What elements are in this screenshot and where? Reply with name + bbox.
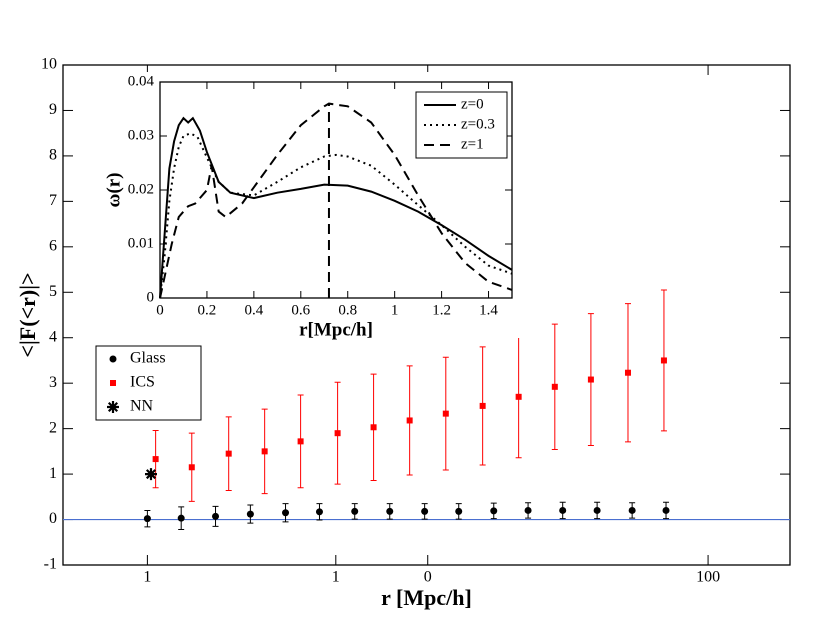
y-tick-label: 3 — [49, 374, 57, 391]
legend-label: Glass — [130, 350, 166, 367]
x-tick-label: 1.2 — [432, 302, 451, 318]
y-tick-label: 0.01 — [128, 235, 154, 251]
y-tick-label: 9 — [49, 101, 57, 118]
point — [421, 507, 429, 515]
legend-marker — [110, 380, 116, 386]
point — [386, 507, 394, 515]
x-tick-label: 0.8 — [338, 302, 357, 318]
x-tick-label: 100 — [696, 569, 720, 586]
point — [515, 393, 522, 400]
point — [246, 510, 254, 518]
y-axis-label: ω(r) — [103, 173, 124, 208]
point — [152, 456, 159, 463]
point — [212, 512, 220, 520]
point — [188, 464, 195, 471]
point — [261, 448, 268, 455]
point — [143, 515, 151, 523]
x-tick-label: 0 — [424, 569, 432, 586]
y-tick-label: 10 — [41, 56, 57, 73]
legend-marker — [107, 401, 119, 413]
point — [593, 506, 601, 514]
point — [624, 369, 631, 376]
point — [490, 507, 498, 515]
series-line — [159, 132, 513, 299]
y-tick-label: 4 — [49, 328, 57, 345]
point — [455, 507, 463, 515]
point — [406, 417, 413, 424]
point — [177, 514, 185, 522]
point — [351, 507, 359, 515]
point — [587, 376, 594, 383]
x-tick-label: 1.4 — [479, 302, 498, 318]
y-tick-label: 6 — [49, 237, 57, 254]
point — [334, 430, 341, 437]
point — [551, 383, 558, 390]
y-tick-label: 2 — [49, 419, 57, 436]
point — [144, 468, 157, 481]
point — [559, 506, 567, 514]
legend-label: z=0.3 — [461, 116, 495, 132]
x-axis-label: r[Mpc/h] — [299, 319, 373, 340]
x-tick-label: 1 — [391, 302, 399, 318]
y-tick-label: 8 — [49, 147, 57, 164]
point — [282, 509, 290, 517]
legend-label: z=1 — [461, 136, 484, 152]
point — [370, 424, 377, 431]
point — [225, 450, 232, 457]
y-tick-label: 1 — [49, 465, 57, 482]
legend-marker — [109, 355, 117, 363]
point — [442, 410, 449, 417]
x-tick-label: 1 — [143, 569, 151, 586]
series-line — [159, 116, 513, 299]
y-tick-label: 0.02 — [128, 181, 154, 197]
point — [660, 357, 667, 364]
y-tick-label: -1 — [44, 556, 57, 573]
series-line — [159, 102, 513, 299]
y-tick-label: 0.03 — [128, 127, 154, 143]
legend-label: NN — [130, 398, 154, 415]
y-tick-label: 5 — [49, 283, 57, 300]
point — [297, 438, 304, 445]
x-tick-label: 0 — [156, 302, 164, 318]
legend-label: ICS — [130, 374, 155, 391]
point — [315, 508, 323, 516]
x-tick-label: 1 — [332, 569, 340, 586]
x-axis-label: r [Mpc/h] — [381, 585, 472, 610]
legend-label: z=0 — [461, 96, 484, 112]
y-axis-label: <|F(<r)|> — [15, 272, 40, 357]
point — [628, 506, 636, 514]
x-tick-label: 0.4 — [244, 302, 263, 318]
y-tick-label: 0 — [147, 289, 155, 305]
point — [662, 506, 670, 514]
x-tick-label: 0.6 — [291, 302, 310, 318]
x-tick-label: 0.2 — [198, 302, 217, 318]
point — [524, 506, 532, 514]
point — [479, 402, 486, 409]
y-tick-label: 7 — [49, 192, 57, 209]
y-tick-label: 0.04 — [128, 73, 155, 89]
y-tick-label: 0 — [49, 510, 57, 527]
